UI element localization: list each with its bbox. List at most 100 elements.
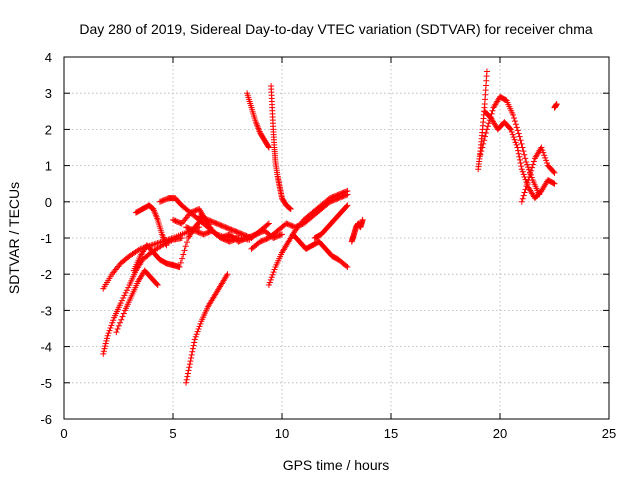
data-point-fill xyxy=(481,137,488,144)
data-point-fill xyxy=(482,130,489,137)
data-point xyxy=(183,379,190,386)
y-tick-label: 3 xyxy=(45,86,52,101)
data-point-fill xyxy=(530,161,537,168)
data-point-fill xyxy=(180,251,187,258)
data-point-fill xyxy=(518,163,525,170)
data-point-fill xyxy=(516,156,523,163)
x-tick-label: 0 xyxy=(60,426,67,441)
data-point xyxy=(176,263,183,270)
data-point-fill xyxy=(121,292,128,299)
data-point xyxy=(538,144,545,151)
data-point-fill xyxy=(479,144,486,151)
data-point-fill xyxy=(103,337,110,344)
data-point-fill xyxy=(269,271,276,278)
data-point xyxy=(359,216,366,223)
data-point-fill xyxy=(196,323,203,330)
data-point xyxy=(154,282,161,289)
data-point-fill xyxy=(183,376,190,383)
y-axis-label: SDTVAR / TECUs xyxy=(6,182,22,294)
data-point xyxy=(477,151,484,158)
data-point-fill xyxy=(513,124,520,131)
data-point-fill xyxy=(287,205,294,212)
x-tick-label: 25 xyxy=(602,426,616,441)
data-point-fill xyxy=(195,326,202,333)
data-point-fill xyxy=(110,317,117,324)
data-point-fill xyxy=(515,150,522,157)
x-tick-label: 5 xyxy=(169,426,176,441)
data-point-fill xyxy=(550,180,557,187)
data-point xyxy=(518,198,525,205)
data-point xyxy=(483,68,490,75)
data-point xyxy=(523,158,530,165)
x-tick-label: 15 xyxy=(384,426,398,441)
data-point-fill xyxy=(192,333,199,340)
data-point-fill xyxy=(520,148,527,155)
data-point xyxy=(344,202,351,209)
y-tick-label: -3 xyxy=(40,303,52,318)
data-point xyxy=(265,144,272,151)
x-tick-label: 20 xyxy=(493,426,507,441)
data-point xyxy=(518,166,525,173)
data-point-fill xyxy=(153,281,160,288)
data-point-fill xyxy=(189,348,196,355)
data-point xyxy=(507,126,514,133)
y-tick-label: -1 xyxy=(40,231,52,246)
data-point-fill xyxy=(102,340,109,347)
data-point xyxy=(553,101,560,108)
data-point-fill xyxy=(266,279,273,286)
data-point-fill xyxy=(114,326,121,333)
y-tick-label: 4 xyxy=(45,50,52,65)
chart-title: Day 280 of 2019, Sidereal Day-to-day VTE… xyxy=(79,21,592,37)
x-axis-label: GPS time / hours xyxy=(283,457,390,473)
data-point-fill xyxy=(529,164,536,171)
y-tick-label: -2 xyxy=(40,267,52,282)
data-point xyxy=(163,242,170,249)
data-point xyxy=(265,220,272,227)
data-point-fill xyxy=(484,123,491,130)
data-point-fill xyxy=(117,319,124,326)
data-point-fill xyxy=(151,241,158,248)
data-point-fill xyxy=(517,160,524,167)
data-point-fill xyxy=(184,370,191,377)
data-point-fill xyxy=(506,125,513,132)
data-point-fill xyxy=(103,335,110,342)
data-point-fill xyxy=(482,133,489,140)
data-point-fill xyxy=(519,195,526,202)
data-point-fill xyxy=(102,343,109,350)
data-point-fill xyxy=(511,118,518,125)
data-point-fill xyxy=(478,148,485,155)
data-point-fill xyxy=(190,342,197,349)
data-point-fill xyxy=(521,151,528,158)
data-point-fill xyxy=(100,348,107,355)
data-point-fill xyxy=(105,330,112,337)
data-point-fill xyxy=(520,192,527,199)
data-point-fill xyxy=(527,170,534,177)
data-point-fill xyxy=(522,186,529,193)
data-point-fill xyxy=(508,128,515,135)
data-point-fill xyxy=(518,140,525,147)
data-point xyxy=(178,235,185,241)
data-point-fill xyxy=(107,324,114,331)
data-point-fill xyxy=(177,259,184,266)
data-point-fill xyxy=(511,115,518,122)
data-point xyxy=(344,191,351,198)
data-point xyxy=(265,282,272,289)
data-point-fill xyxy=(186,361,193,368)
data-point-fill xyxy=(343,262,350,269)
data-point-fill xyxy=(108,322,115,329)
data-point-fill xyxy=(188,351,195,358)
data-point-fill xyxy=(525,164,532,171)
data-point-fill xyxy=(515,147,522,154)
data-point xyxy=(287,206,294,213)
data-point-fill xyxy=(523,183,530,190)
data-point-fill xyxy=(268,274,275,281)
data-point-fill xyxy=(286,205,293,212)
data-point-fill xyxy=(528,167,535,174)
data-point-fill xyxy=(522,155,529,162)
data-point-fill xyxy=(125,284,132,291)
x-tick-label: 10 xyxy=(275,426,289,441)
data-point-fill xyxy=(109,319,116,326)
data-point xyxy=(224,271,231,278)
data-point-fill xyxy=(489,107,496,114)
